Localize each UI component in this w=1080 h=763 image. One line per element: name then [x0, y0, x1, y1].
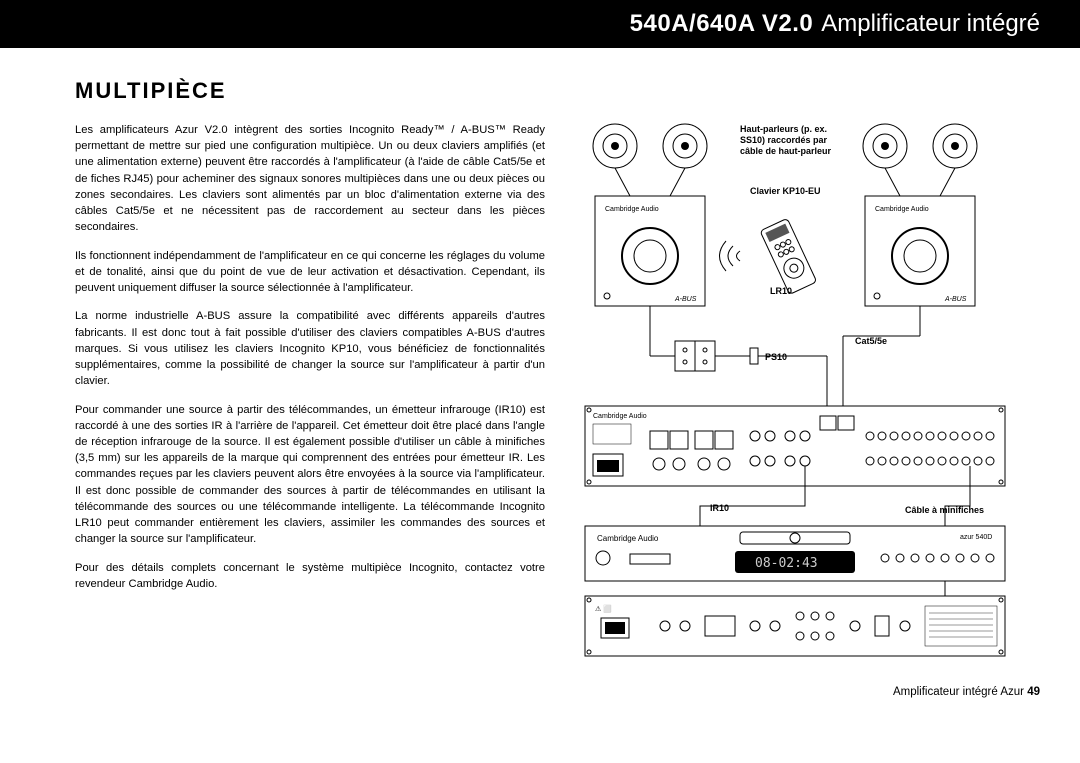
paragraph-3: La norme industrielle A-BUS assure la co… — [75, 308, 545, 389]
svg-text:A-BUS: A-BUS — [944, 296, 967, 303]
ir10-label: IR10 — [710, 503, 729, 513]
remote-label: LR10 — [770, 286, 792, 296]
speaker-label-3: câble de haut-parleur — [740, 146, 832, 156]
speaker-label-1: Haut-parleurs (p. ex. — [740, 124, 827, 134]
paragraph-4: Pour commander une source à partir des t… — [75, 402, 545, 548]
remote-icon — [760, 218, 817, 294]
svg-text:Cambridge Audio: Cambridge Audio — [605, 206, 659, 213]
diagram-column: Haut-parleurs (p. ex. SS10) raccordés pa… — [575, 78, 1040, 698]
svg-text:azur 540D: azur 540D — [960, 534, 992, 541]
section-title: MULTIPIÈCE — [75, 78, 545, 104]
page-number: 49 — [1027, 686, 1040, 698]
ps10-label: PS10 — [765, 352, 787, 362]
model-number: 540A/640A V2.0 — [630, 10, 814, 38]
ps10-icon — [675, 341, 758, 371]
svg-text:⚠ ⬜: ⚠ ⬜ — [595, 604, 612, 613]
minijack-label: Câble à minifiches — [905, 505, 984, 515]
svg-text:08-02:43: 08-02:43 — [755, 556, 818, 571]
speaker-label-2: SS10) raccordés par — [740, 135, 828, 145]
footer-text: Amplificateur intégré Azur — [893, 686, 1024, 698]
svg-text:Cambridge Audio: Cambridge Audio — [875, 206, 929, 213]
svg-text:Cambridge Audio: Cambridge Audio — [597, 534, 659, 543]
svg-text:Cambridge Audio: Cambridge Audio — [593, 413, 647, 420]
wiring-diagram: Haut-parleurs (p. ex. SS10) raccordés pa… — [575, 116, 1015, 676]
page-body: MULTIPIÈCE Les amplificateurs Azur V2.0 … — [0, 48, 1080, 718]
paragraph-5: Pour des détails complets concernant le … — [75, 560, 545, 592]
paragraph-1: Les amplificateurs Azur V2.0 intègrent d… — [75, 122, 545, 236]
dvd-front-panel: Cambridge Audio 08-02:43 azur 540D — [585, 526, 1005, 581]
keypad-left: Cambridge Audio A-BUS — [595, 196, 705, 306]
cat5-label: Cat5/5e — [855, 336, 887, 346]
page-footer: Amplificateur intégré Azur 49 — [575, 686, 1040, 698]
keypad-label: Clavier KP10-EU — [750, 186, 821, 196]
keypad-right: Cambridge Audio A-BUS — [865, 196, 975, 306]
paragraph-2: Ils fonctionnent indépendamment de l'amp… — [75, 248, 545, 297]
dvd-rear-panel: ⚠ ⬜ — [585, 596, 1005, 656]
amp-rear-panel: Cambridge Audio — [585, 406, 1005, 486]
text-column: MULTIPIÈCE Les amplificateurs Azur V2.0 … — [75, 78, 545, 698]
svg-text:A-BUS: A-BUS — [674, 296, 697, 303]
header-bar: 540A/640A V2.0 Amplificateur intégré — [0, 0, 1080, 48]
product-subtitle: Amplificateur intégré — [821, 10, 1040, 38]
